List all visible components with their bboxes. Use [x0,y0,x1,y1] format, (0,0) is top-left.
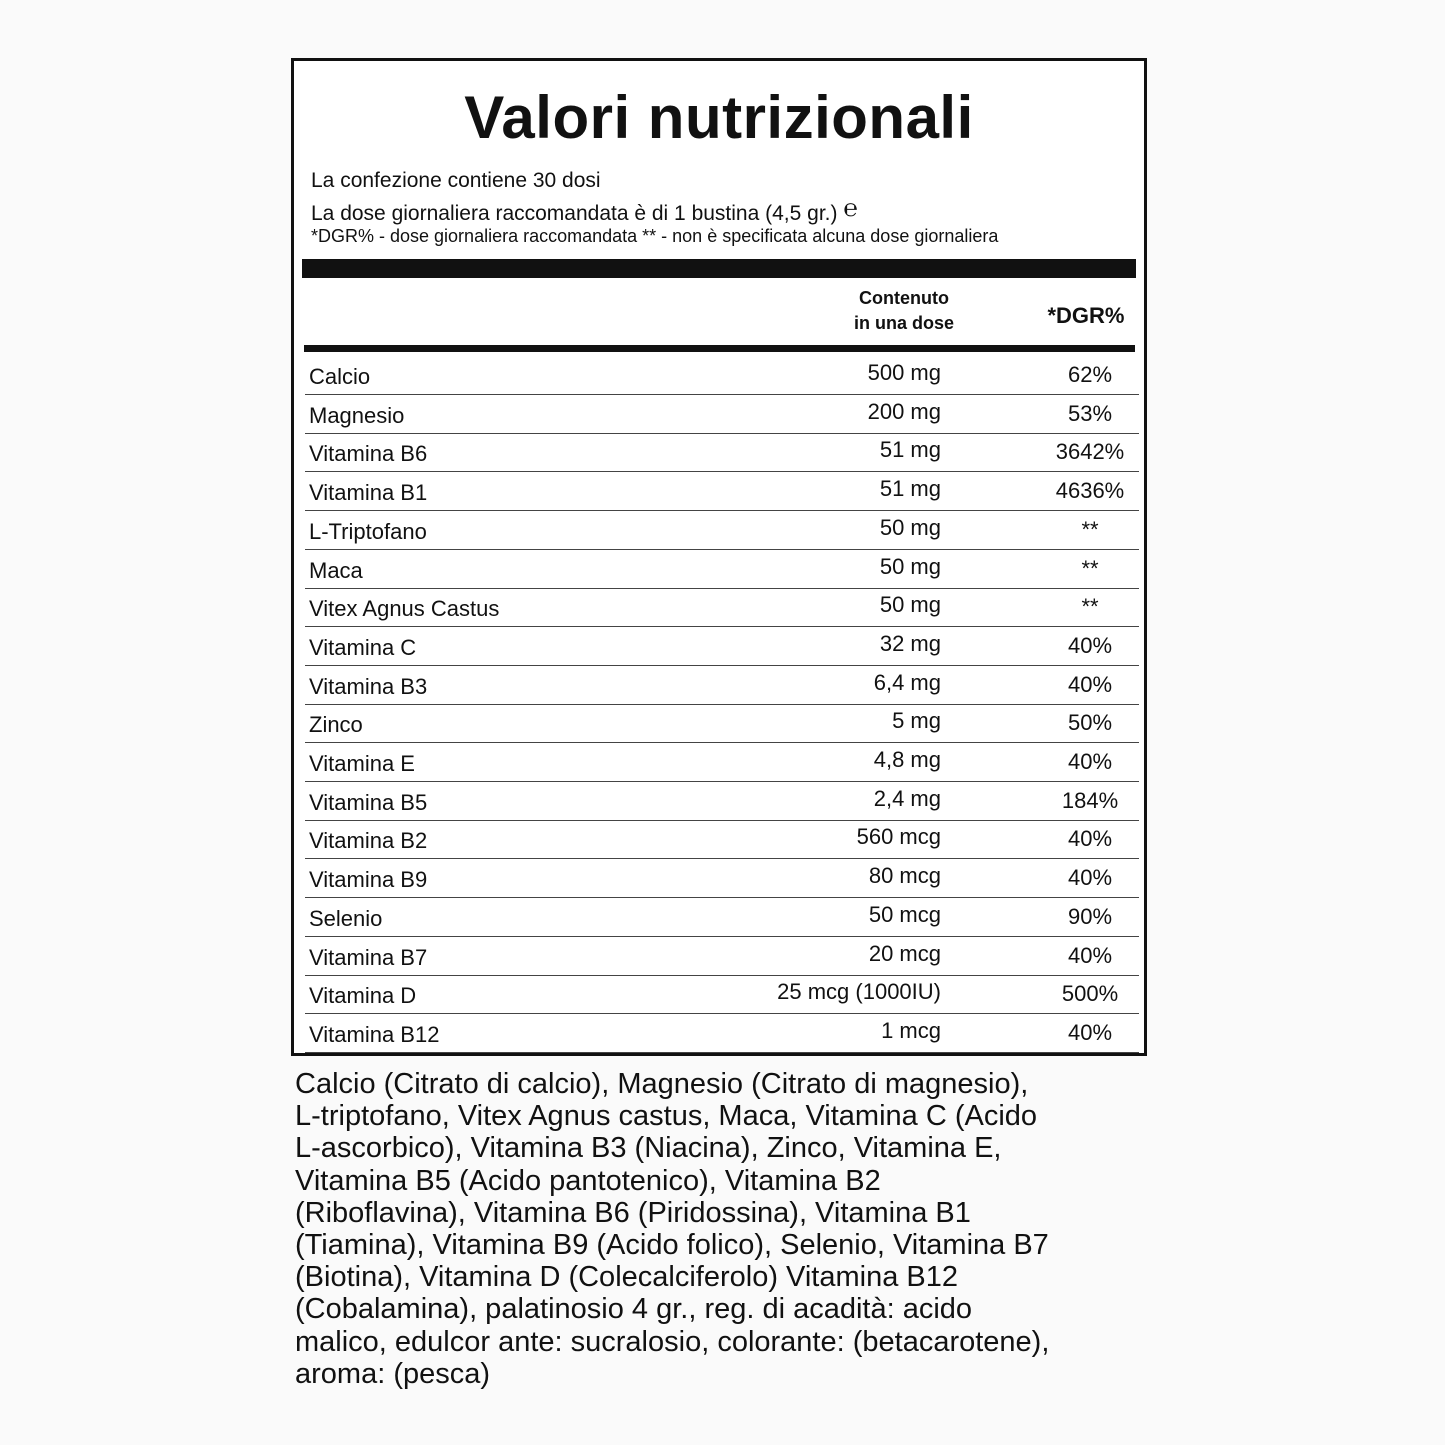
title: Valori nutrizionali [464,84,974,151]
column-header: in una dose [853,313,954,333]
ingredients-line: aroma: (pesca) [295,1357,491,1390]
table-row: Vitamina E 4,8 mg 40% [305,743,1139,782]
nutrient-name: Vitamina B5 [309,789,428,815]
dgr: 40% [1067,865,1113,891]
table-row: Vitamina B1 51 mg 4636% [305,472,1139,512]
table-row: Magnesio 200 mg 53% [305,395,1139,434]
table-row: Vitamina D 25 mcg (1000IU) 500% [305,975,1139,1015]
nutrient-name: Vitamina B9 [309,867,428,893]
amount: 5 mg [892,708,941,734]
nutrient-name: Vitamina E [309,751,415,776]
table-row: Calcio 500 mg 62% [305,356,1139,395]
header-line: La confezione contiene 30 dosi [311,169,601,192]
dgr: 90% [1067,903,1113,929]
dgr: 4636% [1055,478,1125,504]
amount: 6,4 mg [873,669,941,695]
nutrient-name: Vitamina B12 [309,1021,440,1047]
table-row: Vitamina B7 20 mcg 40% [305,937,1139,976]
table-row: Vitex Agnus Castus 50 mg ** [305,588,1139,628]
nutrient-name: Selenio [309,905,383,931]
dgr: 40% [1067,671,1113,697]
ingredients-line: (Biotina), Vitamina D (Colecalciferolo) … [295,1261,958,1294]
dgr: ** [1081,594,1099,620]
header-text: La dose giornaliera raccomandata è di 1 … [311,202,838,225]
dgr: 40% [1067,942,1113,968]
amount: 25 mcg (1000IU) [777,979,941,1005]
amount: 560 mcg [856,824,941,850]
table-row: Vitamina C 32 mg 40% [305,627,1139,666]
dgr: ** [1081,516,1099,542]
table-row: Maca 50 mg ** [305,550,1139,589]
ingredients-line: (Tiamina), Vitamina B9 (Acido folico), S… [295,1229,1049,1261]
nutrient-name: Zinco [309,712,363,738]
table-row: Vitamina B6 51 mg 3642% [305,433,1139,473]
amount: 50 mcg [868,901,941,927]
table-row: Selenio 50 mcg 90% [305,898,1139,937]
ingredients-line: Vitamina B5 (Acido pantotenico), Vitamin… [295,1164,881,1197]
ingredients-line: L-ascorbico), Vitamina B3 (Niacina), Zin… [295,1132,1002,1165]
dgr: 500% [1061,981,1119,1007]
nutrient-name: Vitex Agnus Castus [309,596,500,622]
nutrition-label: Valori nutrizionali La confezione contie… [291,58,1147,1056]
nutrient-name: Vitamina B7 [309,944,428,970]
amount: 4,8 mg [873,747,941,772]
amount: 50 mg [879,514,941,540]
dgr: 40% [1067,632,1113,658]
amount: 51 mg [879,437,941,463]
header-line: La dose giornaliera raccomandata è di 1 … [311,194,858,227]
estimated-sign: ℮ [843,194,858,222]
nutrient-name: L-Triptofano [309,518,427,544]
nutrient-name: Vitamina C [309,634,417,660]
amount: 20 mcg [868,940,941,966]
nutrient-name: Calcio [309,364,371,389]
amount: 32 mg [879,630,941,656]
dgr: 50% [1067,710,1113,736]
column-header: Contenuto [859,288,949,308]
dgr: 62% [1067,362,1113,387]
ingredients-line: malico, edulcor ante: sucralosio, colora… [295,1325,1050,1358]
dgr: 40% [1067,749,1113,774]
amount: 2,4 mg [873,785,941,811]
amount: 500 mg [867,360,941,385]
amount: 200 mg [867,398,941,424]
table-row: Vitamina B2 560 mcg 40% [305,820,1139,860]
nutrient-name: Vitamina D [309,983,417,1009]
nutrient-name: Maca [309,557,363,583]
table-row: Vitamina B5 2,4 mg 184% [305,782,1139,821]
table-row: Vitamina B3 6,4 mg 40% [305,666,1139,705]
table-row: L-Triptofano 50 mg ** [305,511,1139,550]
ingredients-line: (Cobalamina), palatinosio 4 gr., reg. di… [295,1293,973,1326]
table-row: Vitamina B9 80 mcg 40% [305,859,1139,899]
amount: 51 mg [879,476,941,502]
dgr: 40% [1067,1019,1113,1045]
nutrient-name: Vitamina B3 [309,673,428,699]
thick-rule [302,259,1136,278]
dgr: 53% [1067,400,1113,426]
amount: 1 mcg [881,1017,941,1043]
ingredients-line: (Riboflavina), Vitamina B6 (Piridossina)… [295,1196,971,1229]
dgr: 184% [1061,787,1119,813]
ingredients-line: L-triptofano, Vitex Agnus castus, Maca, … [295,1100,1038,1133]
dgr: 3642% [1055,439,1125,465]
dgr: ** [1081,555,1099,581]
nutrient-name: Vitamina B6 [309,441,428,467]
nutrient-name: Magnesio [309,402,405,428]
column-header: *DGR% [1047,303,1125,328]
table-row: Zinco 5 mg 50% [305,704,1139,744]
ingredients-line: Calcio (Citrato di calcio), Magnesio (Ci… [295,1068,1029,1100]
nutrient-name: Vitamina B2 [309,828,428,854]
table-row: Vitamina B12 1 mcg 40% [305,1014,1139,1053]
header-line: *DGR% - dose giornaliera raccomandata **… [311,226,999,246]
dgr: 40% [1067,826,1113,852]
amount: 50 mg [879,553,941,579]
amount: 50 mg [879,592,941,618]
thick-rule [304,345,1135,352]
nutrient-name: Vitamina B1 [309,480,428,506]
amount: 80 mcg [868,863,941,889]
